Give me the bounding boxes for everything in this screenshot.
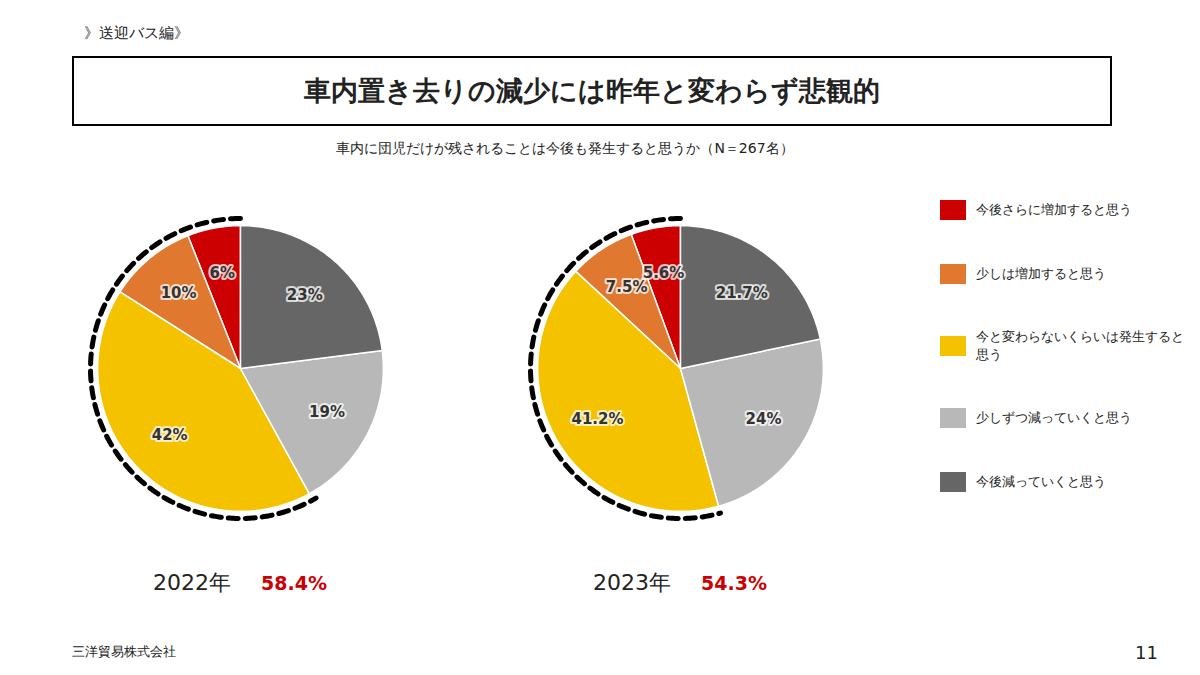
svg-text:10%: 10%	[161, 284, 197, 302]
html-text:2023年: 2023年	[593, 570, 671, 595]
html-text:今と変わらないくらいは発生すると思う: 今と変わらないくらいは発生すると思う	[976, 329, 1184, 362]
svg-text:5.6%: 5.6%	[643, 264, 685, 282]
html-text:車内に団児だけが残されることは今後も発生すると思うか（N＝2: 車内に団児だけが残されることは今後も発生すると思うか（N＝267名）	[336, 140, 794, 156]
html-text:2022年: 2022年	[153, 570, 231, 595]
html-text:今後減っていくと思う: 今後減っていくと思う	[976, 474, 1106, 489]
html-text:54.3%: 54.3%	[701, 572, 767, 594]
html-text:11: 11	[1135, 642, 1158, 663]
svg-text:21.7%: 21.7%	[716, 284, 768, 302]
svg-text:7.5%: 7.5%	[606, 278, 648, 296]
svg-text:6%: 6%	[210, 264, 235, 282]
svg-text:24%: 24%	[746, 410, 782, 428]
html-text:三洋貿易株式会社: 三洋貿易株式会社	[72, 644, 176, 659]
svg-text:41.2%: 41.2%	[571, 410, 623, 428]
svg-text:23%: 23%	[287, 286, 323, 304]
svg-text:19%: 19%	[309, 403, 345, 421]
html-text:車内置き去りの減少には昨年と変わらず悲観的: 車内置き去りの減少には昨年と変わらず悲観的	[304, 75, 880, 106]
html-text:今後さらに増加すると思う: 今後さらに増加すると思う	[976, 202, 1132, 217]
html-text:58.4%: 58.4%	[261, 572, 327, 594]
html-text:少しずつ減っていくと思う: 少しずつ減っていくと思う	[976, 410, 1132, 425]
html-text:》送迎バス編》: 》送迎バス編》	[84, 24, 189, 42]
svg-text:42%: 42%	[152, 426, 188, 444]
html-text:少しは増加すると思う: 少しは増加すると思う	[976, 266, 1106, 281]
